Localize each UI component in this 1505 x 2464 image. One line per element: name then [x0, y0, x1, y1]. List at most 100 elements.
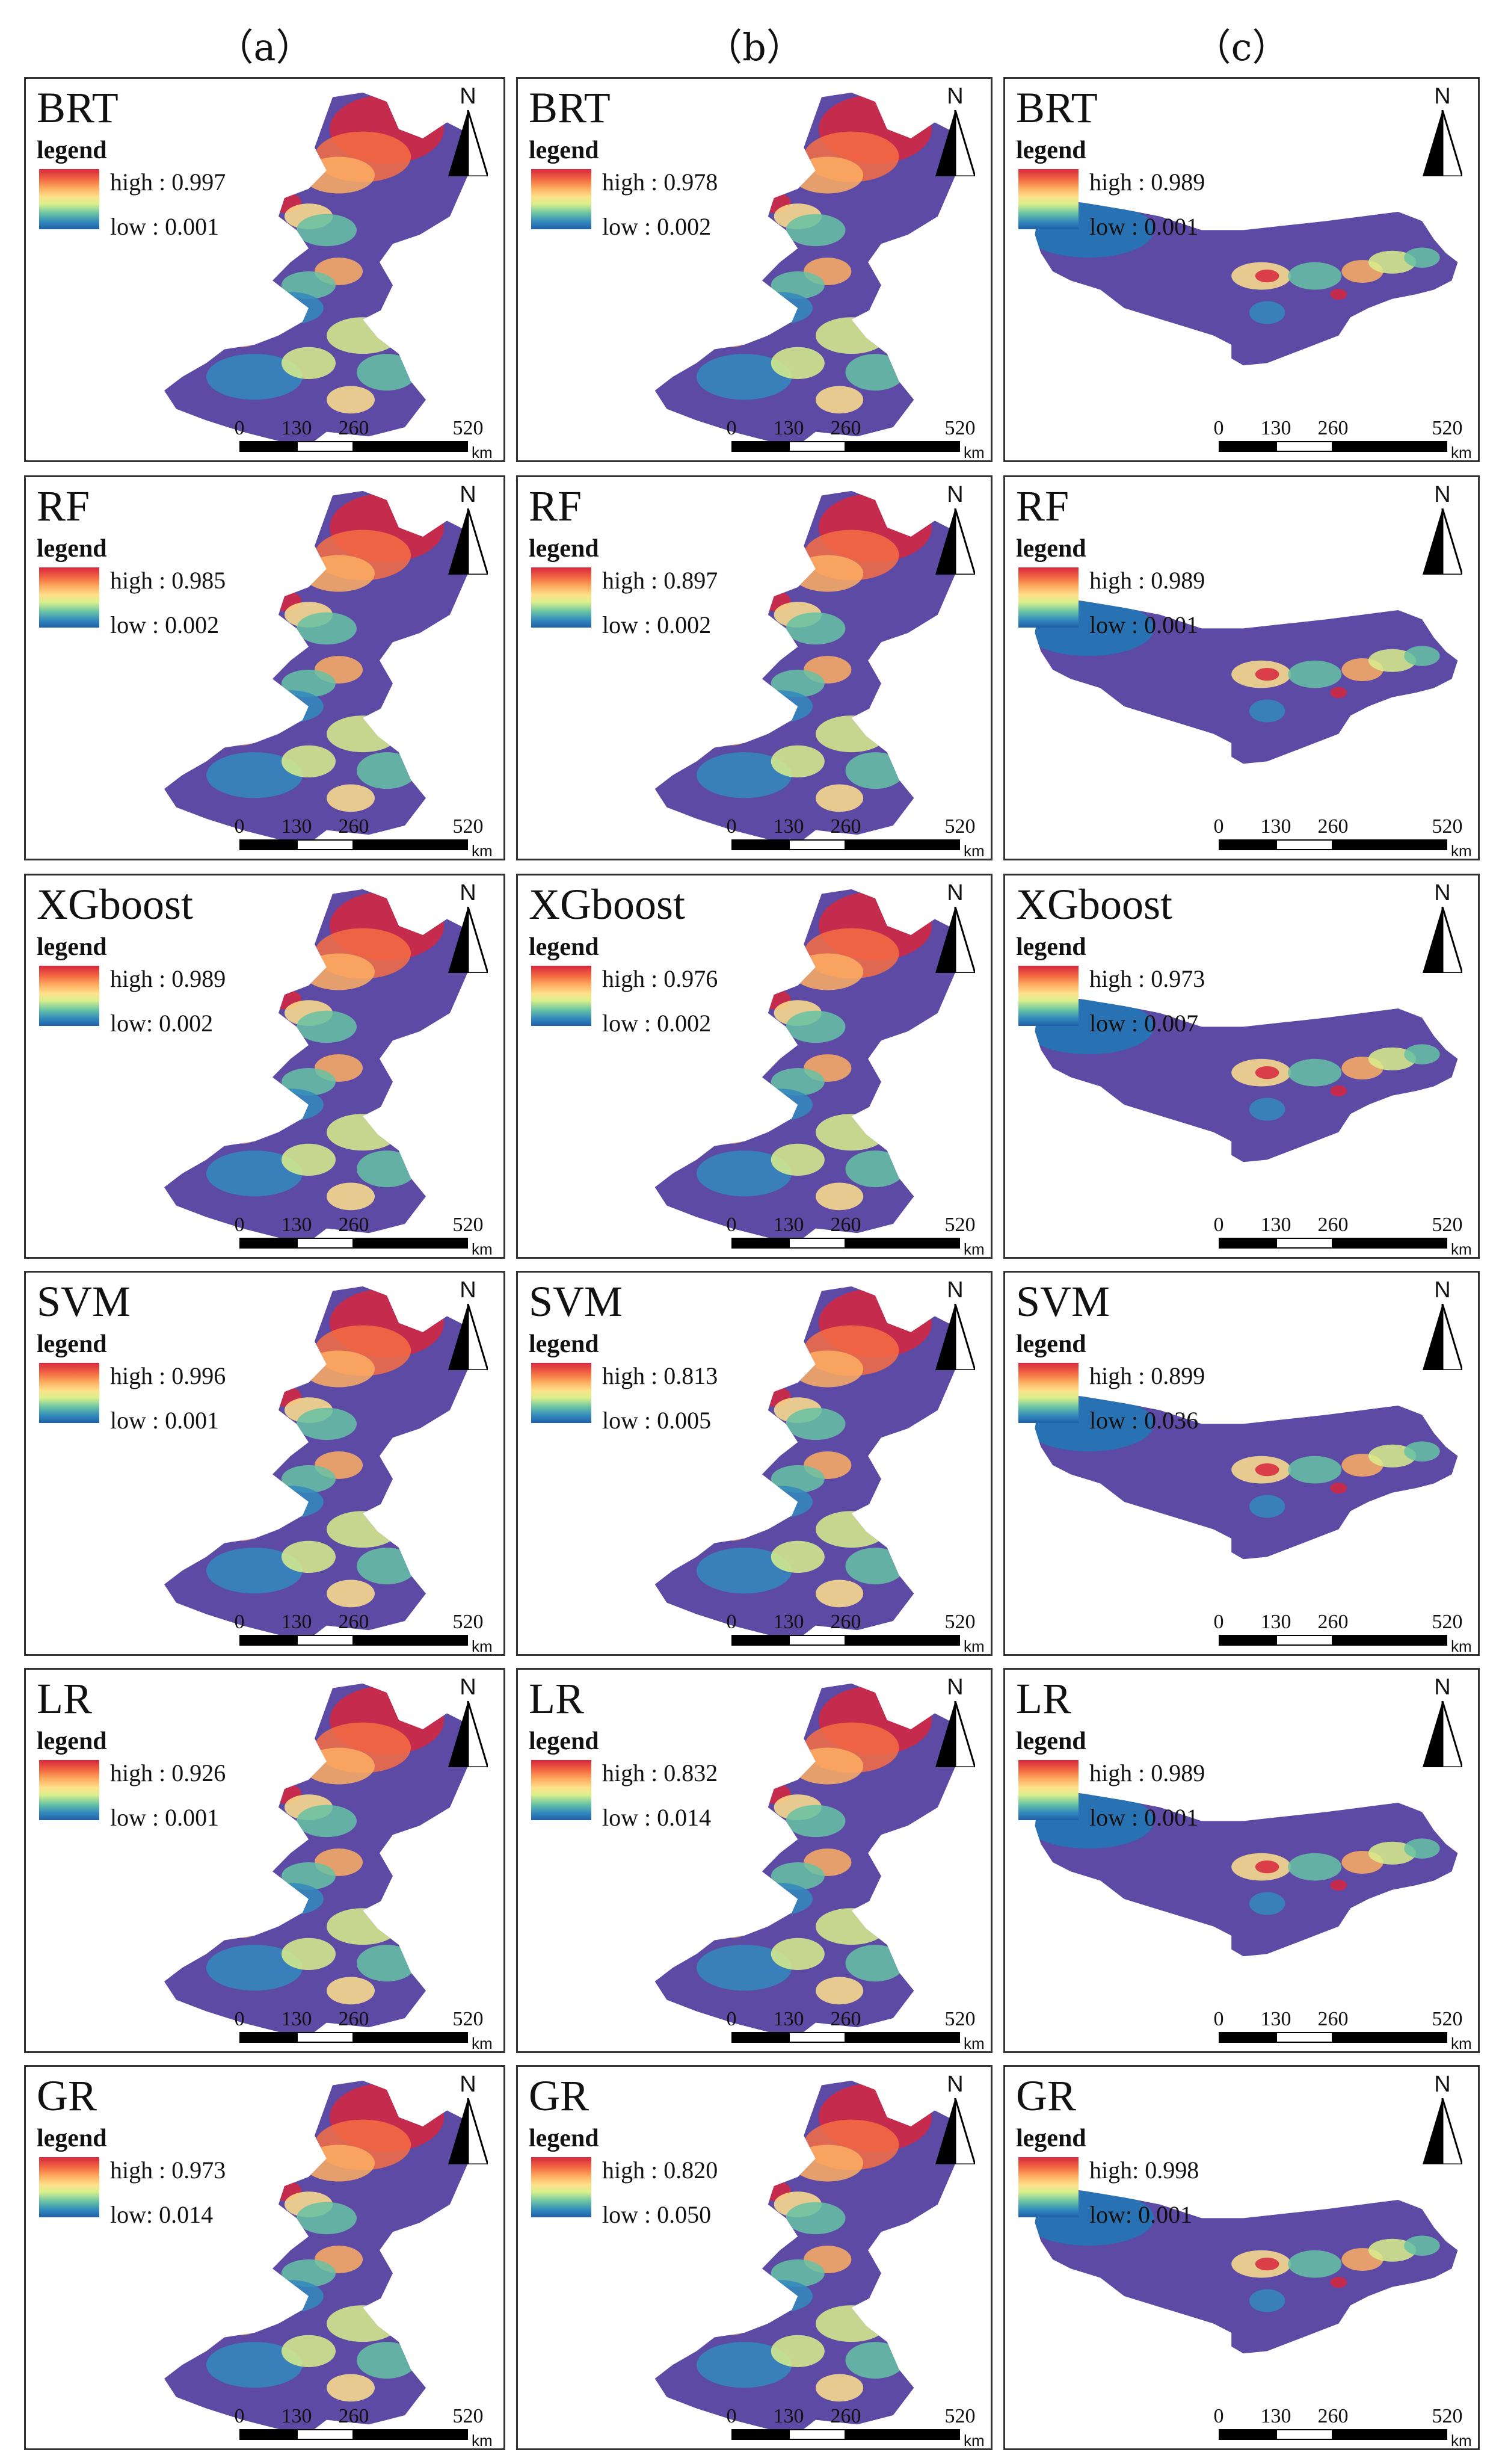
north-label: N: [460, 1675, 476, 1700]
legend-high-value: high : 0.996: [110, 1362, 226, 1389]
scale-segment: [297, 441, 354, 452]
scale-tick-label: 130: [281, 417, 312, 439]
susceptibility-zone: [771, 1938, 825, 1971]
susceptibility-zone: [224, 1518, 260, 1541]
legend-high-value: high: 0.998: [1089, 2157, 1199, 2184]
scale-segment: [846, 2032, 960, 2043]
scale-tick-label: 260: [338, 417, 369, 439]
scale-segment: [1219, 839, 1276, 850]
scale-bar: 0 130 260 520 km: [1005, 815, 1478, 859]
legend-high-value: high : 0.832: [602, 1759, 718, 1786]
susceptibility-zone: [771, 2335, 825, 2368]
susceptibility-zone: [206, 354, 303, 400]
map-panel-brt-a: BRT legend high : 0.997 low : 0.001 N 0 130 260…: [24, 77, 505, 462]
scale-tick-label: 260: [1317, 1214, 1349, 1236]
scale-segment: [354, 441, 468, 452]
susceptibility-zone: [816, 1511, 887, 1548]
scale-segment: [846, 1238, 960, 1249]
susceptibility-zone: [1249, 301, 1285, 324]
susceptibility-zone: [1255, 2257, 1279, 2271]
scale-segment: [1333, 839, 1447, 850]
susceptibility-zone: [206, 752, 303, 798]
susceptibility-zone: [845, 1945, 905, 1982]
scale-unit: km: [472, 443, 493, 462]
susceptibility-zone: [747, 2280, 813, 2312]
legend-title: legend: [1016, 1330, 1086, 1358]
susceptibility-zone: [771, 1540, 825, 1573]
susceptibility-zone: [1255, 269, 1279, 283]
scale-bar: 0 130 260 520 km: [1005, 1611, 1478, 1654]
north-arrow-icon: N: [934, 2072, 976, 2174]
scale-segment: [789, 1238, 846, 1249]
susceptibility-zone: [303, 2144, 375, 2182]
legend-title: legend: [37, 1330, 107, 1358]
susceptibility-zone: [845, 1150, 905, 1188]
scale-bar: 0 130 260 520 km: [26, 1214, 503, 1257]
susceptibility-zone: [816, 2305, 887, 2342]
susceptibility-zone: [845, 354, 905, 391]
scale-segment: [1219, 1635, 1276, 1646]
scale-segment: [1276, 839, 1333, 850]
scale-segment: [354, 1238, 468, 1249]
scale-tick-label: 260: [338, 1214, 369, 1236]
susceptibility-zone: [297, 1407, 357, 1440]
scale-tick-label: 520: [1432, 2405, 1463, 2427]
scale-tick-label: 520: [452, 1214, 484, 1236]
model-label: BRT: [37, 84, 118, 132]
scale-segment: [1276, 2429, 1333, 2440]
susceptibility-zone: [1404, 247, 1440, 268]
scale-tick-label: 0: [1213, 417, 1224, 439]
scale-tick-label: 0: [726, 2008, 737, 2030]
susceptibility-zone: [297, 214, 357, 247]
susceptibility-zone: [697, 354, 792, 400]
susceptibility-zone: [1330, 2276, 1347, 2288]
susceptibility-zone: [747, 1883, 813, 1915]
susceptibility-zone: [327, 1908, 399, 1945]
susceptibility-zone: [714, 1518, 751, 1541]
scale-tick-label: 130: [1260, 2405, 1291, 2427]
scale-tick-label: 260: [830, 417, 861, 439]
model-label: XGboost: [1016, 880, 1173, 928]
susceptibility-zone: [747, 1088, 813, 1121]
legend-low-value: low : 0.014: [602, 1804, 712, 1831]
map-panel-lr-a: LR legend high : 0.926 low : 0.001 N 0 130 260 5…: [24, 1668, 505, 2053]
susceptibility-zone: [816, 1114, 887, 1151]
susceptibility-zone: [1368, 1444, 1417, 1468]
susceptibility-zone: [792, 156, 864, 194]
scale-segment: [297, 2032, 354, 2043]
legend-title: legend: [37, 2125, 107, 2152]
legend-color-ramp: [39, 1760, 99, 1820]
model-label: GR: [529, 2072, 589, 2120]
susceptibility-zone: [792, 555, 864, 592]
legend-low-value: low : 0.001: [1089, 1804, 1199, 1831]
north-label: N: [460, 2072, 476, 2097]
scale-segment: [789, 441, 846, 452]
scale-tick-label: 260: [830, 1611, 861, 1633]
scale-unit: km: [1451, 2034, 1472, 2052]
susceptibility-zone: [224, 1120, 260, 1144]
scale-tick-label: 520: [944, 1214, 976, 1236]
susceptibility-zone: [206, 1945, 303, 1991]
legend-low-value: low : 0.036: [1089, 1407, 1199, 1434]
legend-high-value: high : 0.897: [602, 567, 718, 594]
susceptibility-zone: [816, 1579, 864, 1608]
north-label: N: [460, 1277, 476, 1303]
susceptibility-zone: [282, 1540, 336, 1573]
susceptibility-zone: [1255, 1066, 1279, 1079]
susceptibility-zone: [786, 1010, 846, 1043]
legend-low-value: low : 0.001: [1089, 611, 1199, 638]
legend-title: legend: [529, 137, 599, 164]
scale-tick-label: 130: [281, 1214, 312, 1236]
susceptibility-zone: [282, 1143, 336, 1176]
susceptibility-zone: [771, 347, 825, 380]
susceptibility-zone: [303, 1747, 375, 1785]
susceptibility-zone: [327, 1977, 375, 2005]
susceptibility-zone: [327, 1114, 399, 1151]
legend-color-ramp: [531, 966, 591, 1026]
legend-high-value: high : 0.989: [1089, 168, 1205, 196]
model-label: RF: [1016, 482, 1070, 530]
map-panel-gr-b: GR legend high : 0.820 low : 0.050 N 0 130 260 5…: [516, 2065, 993, 2450]
susceptibility-zone: [792, 1350, 864, 1388]
susceptibility-zone: [1288, 1058, 1342, 1087]
legend-color-ramp: [1018, 2157, 1079, 2217]
